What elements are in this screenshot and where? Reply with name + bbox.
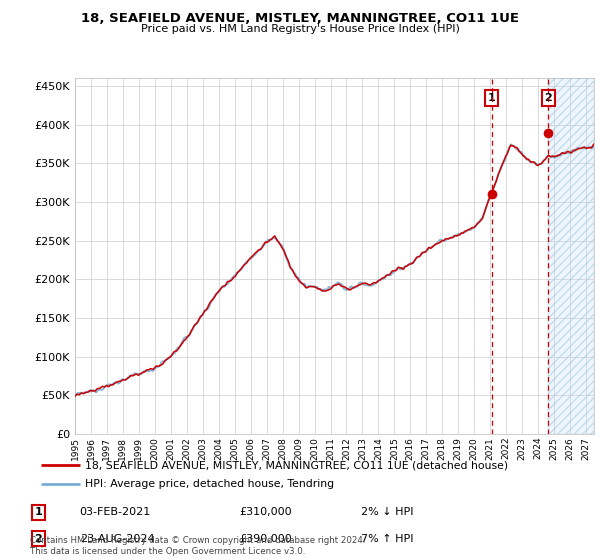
Text: Contains HM Land Registry data © Crown copyright and database right 2024.
This d: Contains HM Land Registry data © Crown c… xyxy=(30,536,365,556)
Text: £390,000: £390,000 xyxy=(240,534,293,544)
Text: 1: 1 xyxy=(488,93,496,102)
Bar xyxy=(548,78,594,434)
Text: 7% ↑ HPI: 7% ↑ HPI xyxy=(361,534,414,544)
Text: 1: 1 xyxy=(34,507,42,517)
Bar xyxy=(548,78,594,434)
Text: Price paid vs. HM Land Registry's House Price Index (HPI): Price paid vs. HM Land Registry's House … xyxy=(140,24,460,34)
Text: HPI: Average price, detached house, Tendring: HPI: Average price, detached house, Tend… xyxy=(85,479,334,489)
Text: 03-FEB-2021: 03-FEB-2021 xyxy=(80,507,151,517)
Text: 2% ↓ HPI: 2% ↓ HPI xyxy=(361,507,414,517)
Text: 2: 2 xyxy=(34,534,42,544)
Text: £310,000: £310,000 xyxy=(240,507,292,517)
Text: 2: 2 xyxy=(544,93,552,102)
Text: 18, SEAFIELD AVENUE, MISTLEY, MANNINGTREE, CO11 1UE: 18, SEAFIELD AVENUE, MISTLEY, MANNINGTRE… xyxy=(81,12,519,25)
Text: 23-AUG-2024: 23-AUG-2024 xyxy=(80,534,154,544)
Text: 18, SEAFIELD AVENUE, MISTLEY, MANNINGTREE, CO11 1UE (detached house): 18, SEAFIELD AVENUE, MISTLEY, MANNINGTRE… xyxy=(85,460,508,470)
